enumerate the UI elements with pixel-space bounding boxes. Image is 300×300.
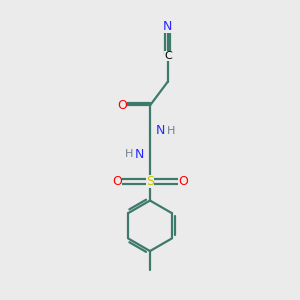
- Text: N: N: [163, 20, 172, 33]
- Text: N: N: [135, 148, 144, 161]
- Text: O: O: [178, 175, 188, 188]
- Text: N: N: [156, 124, 165, 137]
- Text: C: C: [164, 51, 172, 62]
- Text: O: O: [112, 175, 122, 188]
- Text: O: O: [117, 99, 127, 112]
- Text: H: H: [125, 149, 134, 160]
- Text: S: S: [146, 175, 154, 188]
- Text: H: H: [167, 126, 175, 136]
